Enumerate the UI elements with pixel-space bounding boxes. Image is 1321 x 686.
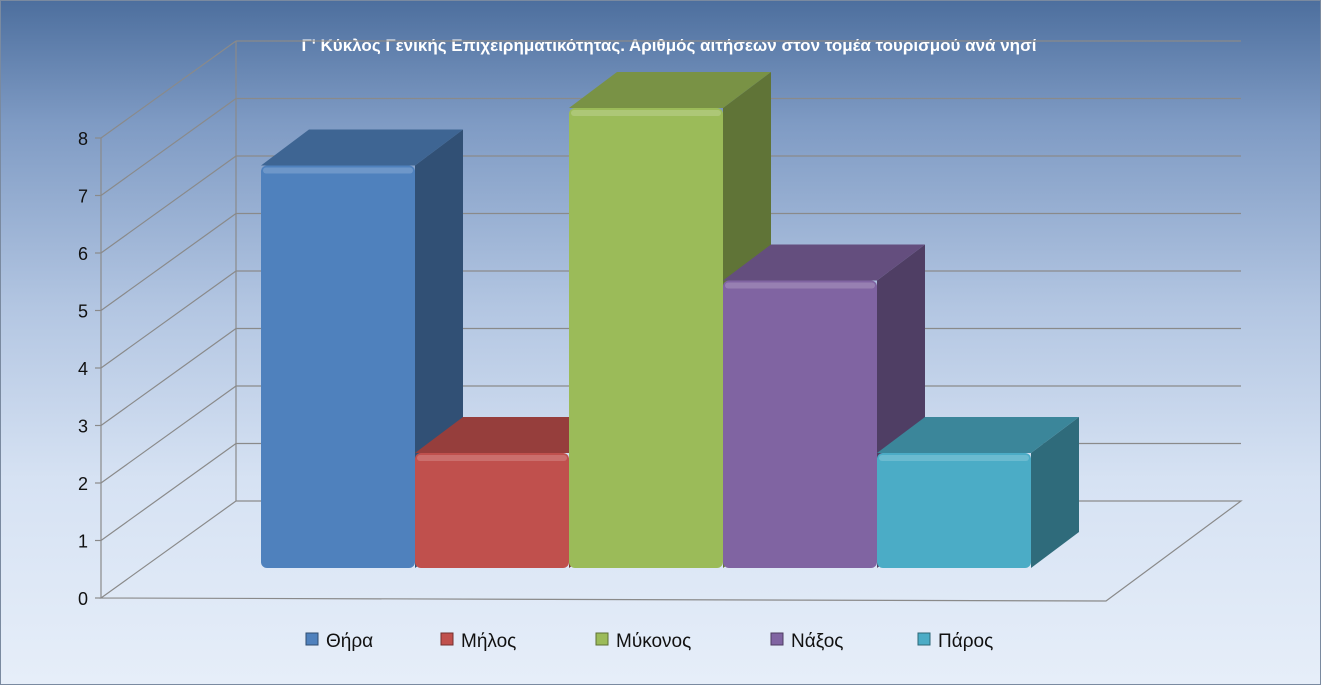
bar-front-face [415, 453, 569, 568]
bars [261, 72, 1079, 568]
legend-item: Νάξος [770, 631, 843, 652]
legend-label: Μήλος [461, 631, 516, 652]
bar-front-face [877, 453, 1031, 568]
bar-front-face [569, 108, 723, 568]
bar-top-face [723, 244, 925, 281]
chart-floor [99, 500, 1243, 602]
legend-swatch [770, 632, 784, 646]
gridline-side [100, 40, 237, 139]
y-tick-label: 5 [78, 302, 88, 322]
legend-swatch [440, 632, 454, 646]
legend-swatch [305, 632, 319, 646]
bar-highlight [571, 110, 721, 116]
legend-label: Μύκονος [616, 631, 691, 652]
legend-item: Μήλος [440, 631, 516, 652]
y-tick-label: 1 [78, 532, 88, 552]
gridline-side [100, 328, 237, 426]
gridline-side [100, 98, 237, 196]
gridline-side [100, 385, 237, 484]
y-tick-label: 4 [78, 359, 88, 379]
y-axis-ticks: 0 1 2 3 4 5 6 7 8 [78, 129, 101, 609]
legend-swatch [595, 632, 609, 646]
legend-label: Πάρος [938, 631, 993, 652]
bar-top-face [569, 72, 771, 108]
bar-side-face [1031, 417, 1079, 568]
y-tick-label: 3 [78, 417, 88, 437]
bar-top-face [877, 417, 1079, 453]
bar-5 [877, 417, 1079, 568]
legend-label: Νάξος [791, 631, 843, 652]
bar-highlight [417, 455, 567, 461]
legend-label: Θήρα [326, 631, 373, 652]
legend-item: Πάρος [917, 631, 993, 652]
gridline-side [100, 155, 237, 254]
y-tick-label: 0 [78, 589, 88, 609]
y-tick-label: 8 [78, 129, 88, 149]
bar-highlight [263, 167, 413, 174]
legend-item: Μύκονος [595, 631, 691, 652]
chart-title: Γ' Κύκλος Γενικής Επιχειρηματικότητας. Α… [302, 36, 1037, 55]
y-tick-label: 6 [78, 244, 88, 264]
bar-top-face [415, 417, 617, 453]
bar-highlight [725, 282, 875, 289]
bar-highlight [879, 455, 1029, 461]
gridline-side [100, 443, 237, 541]
bar-front-face [261, 165, 415, 568]
bar-front-face [723, 280, 877, 568]
legend-item: Θήρα [305, 631, 373, 652]
y-tick-label: 2 [78, 474, 88, 494]
gridline-side [100, 270, 237, 369]
y-tick-label: 7 [78, 187, 88, 207]
gridline-side [100, 213, 237, 311]
legend-swatch [917, 632, 931, 646]
bar-top-face [261, 129, 463, 166]
legend: Θήρα Μήλος Μύκονος Νάξος Πάρος [305, 631, 993, 652]
